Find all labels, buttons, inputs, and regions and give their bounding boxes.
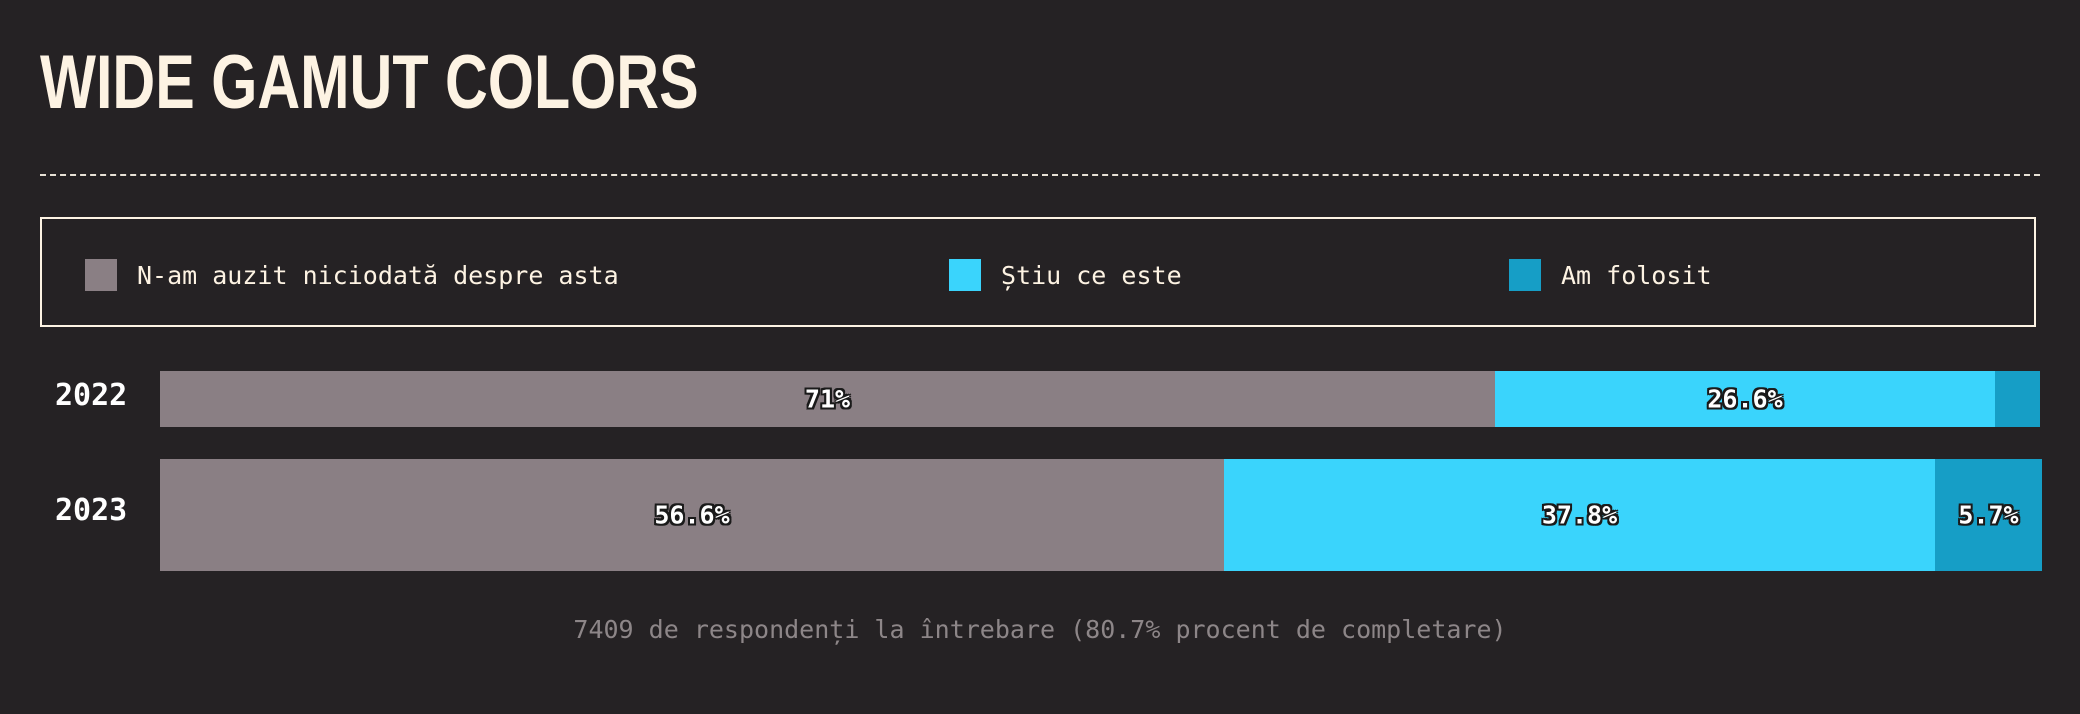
legend-label-never-heard: N-am auzit niciodată despre asta	[137, 260, 619, 290]
legend: N-am auzit niciodată despre asta Știu ce…	[40, 217, 2036, 327]
footnote: 7409 de respondenți la întrebare (80.7% …	[573, 615, 1507, 644]
legend-swatch-used-it	[1509, 259, 1541, 291]
bar-value-label: 56.6%	[654, 500, 730, 530]
bar-value-label: 5.7%	[1958, 500, 2019, 530]
bar-value-label: 71%	[804, 384, 851, 414]
year-label-2023: 2023	[55, 493, 128, 528]
chart-title: WIDE GAMUT COLORS	[40, 40, 699, 125]
bar-value-label: 26.6%	[1707, 384, 1783, 414]
bar-row-2022: 71% 26.6%	[160, 371, 2040, 427]
bar-segment-2023-0: 56.6%	[160, 459, 1224, 571]
bar-segment-2022-2	[1995, 371, 2040, 427]
bar-segment-2023-2: 5.7%	[1935, 459, 2042, 571]
legend-label-used-it: Am folosit	[1561, 260, 1712, 290]
legend-item-never-heard: N-am auzit niciodată despre asta	[85, 259, 619, 291]
legend-item-used-it: Am folosit	[1509, 259, 1712, 291]
dashed-divider	[40, 174, 2040, 176]
legend-swatch-know-it	[949, 259, 981, 291]
bar-segment-2022-1: 26.6%	[1495, 371, 1995, 427]
legend-label-know-it: Știu ce este	[1001, 260, 1182, 290]
bar-segment-2022-0: 71%	[160, 371, 1495, 427]
legend-item-know-it: Știu ce este	[949, 259, 1182, 291]
legend-swatch-never-heard	[85, 259, 117, 291]
year-label-2022: 2022	[55, 378, 128, 413]
bar-row-2023: 56.6% 37.8% 5.7%	[160, 459, 2042, 571]
bar-value-label: 37.8%	[1541, 500, 1618, 530]
bar-segment-2023-1: 37.8%	[1224, 459, 1935, 571]
